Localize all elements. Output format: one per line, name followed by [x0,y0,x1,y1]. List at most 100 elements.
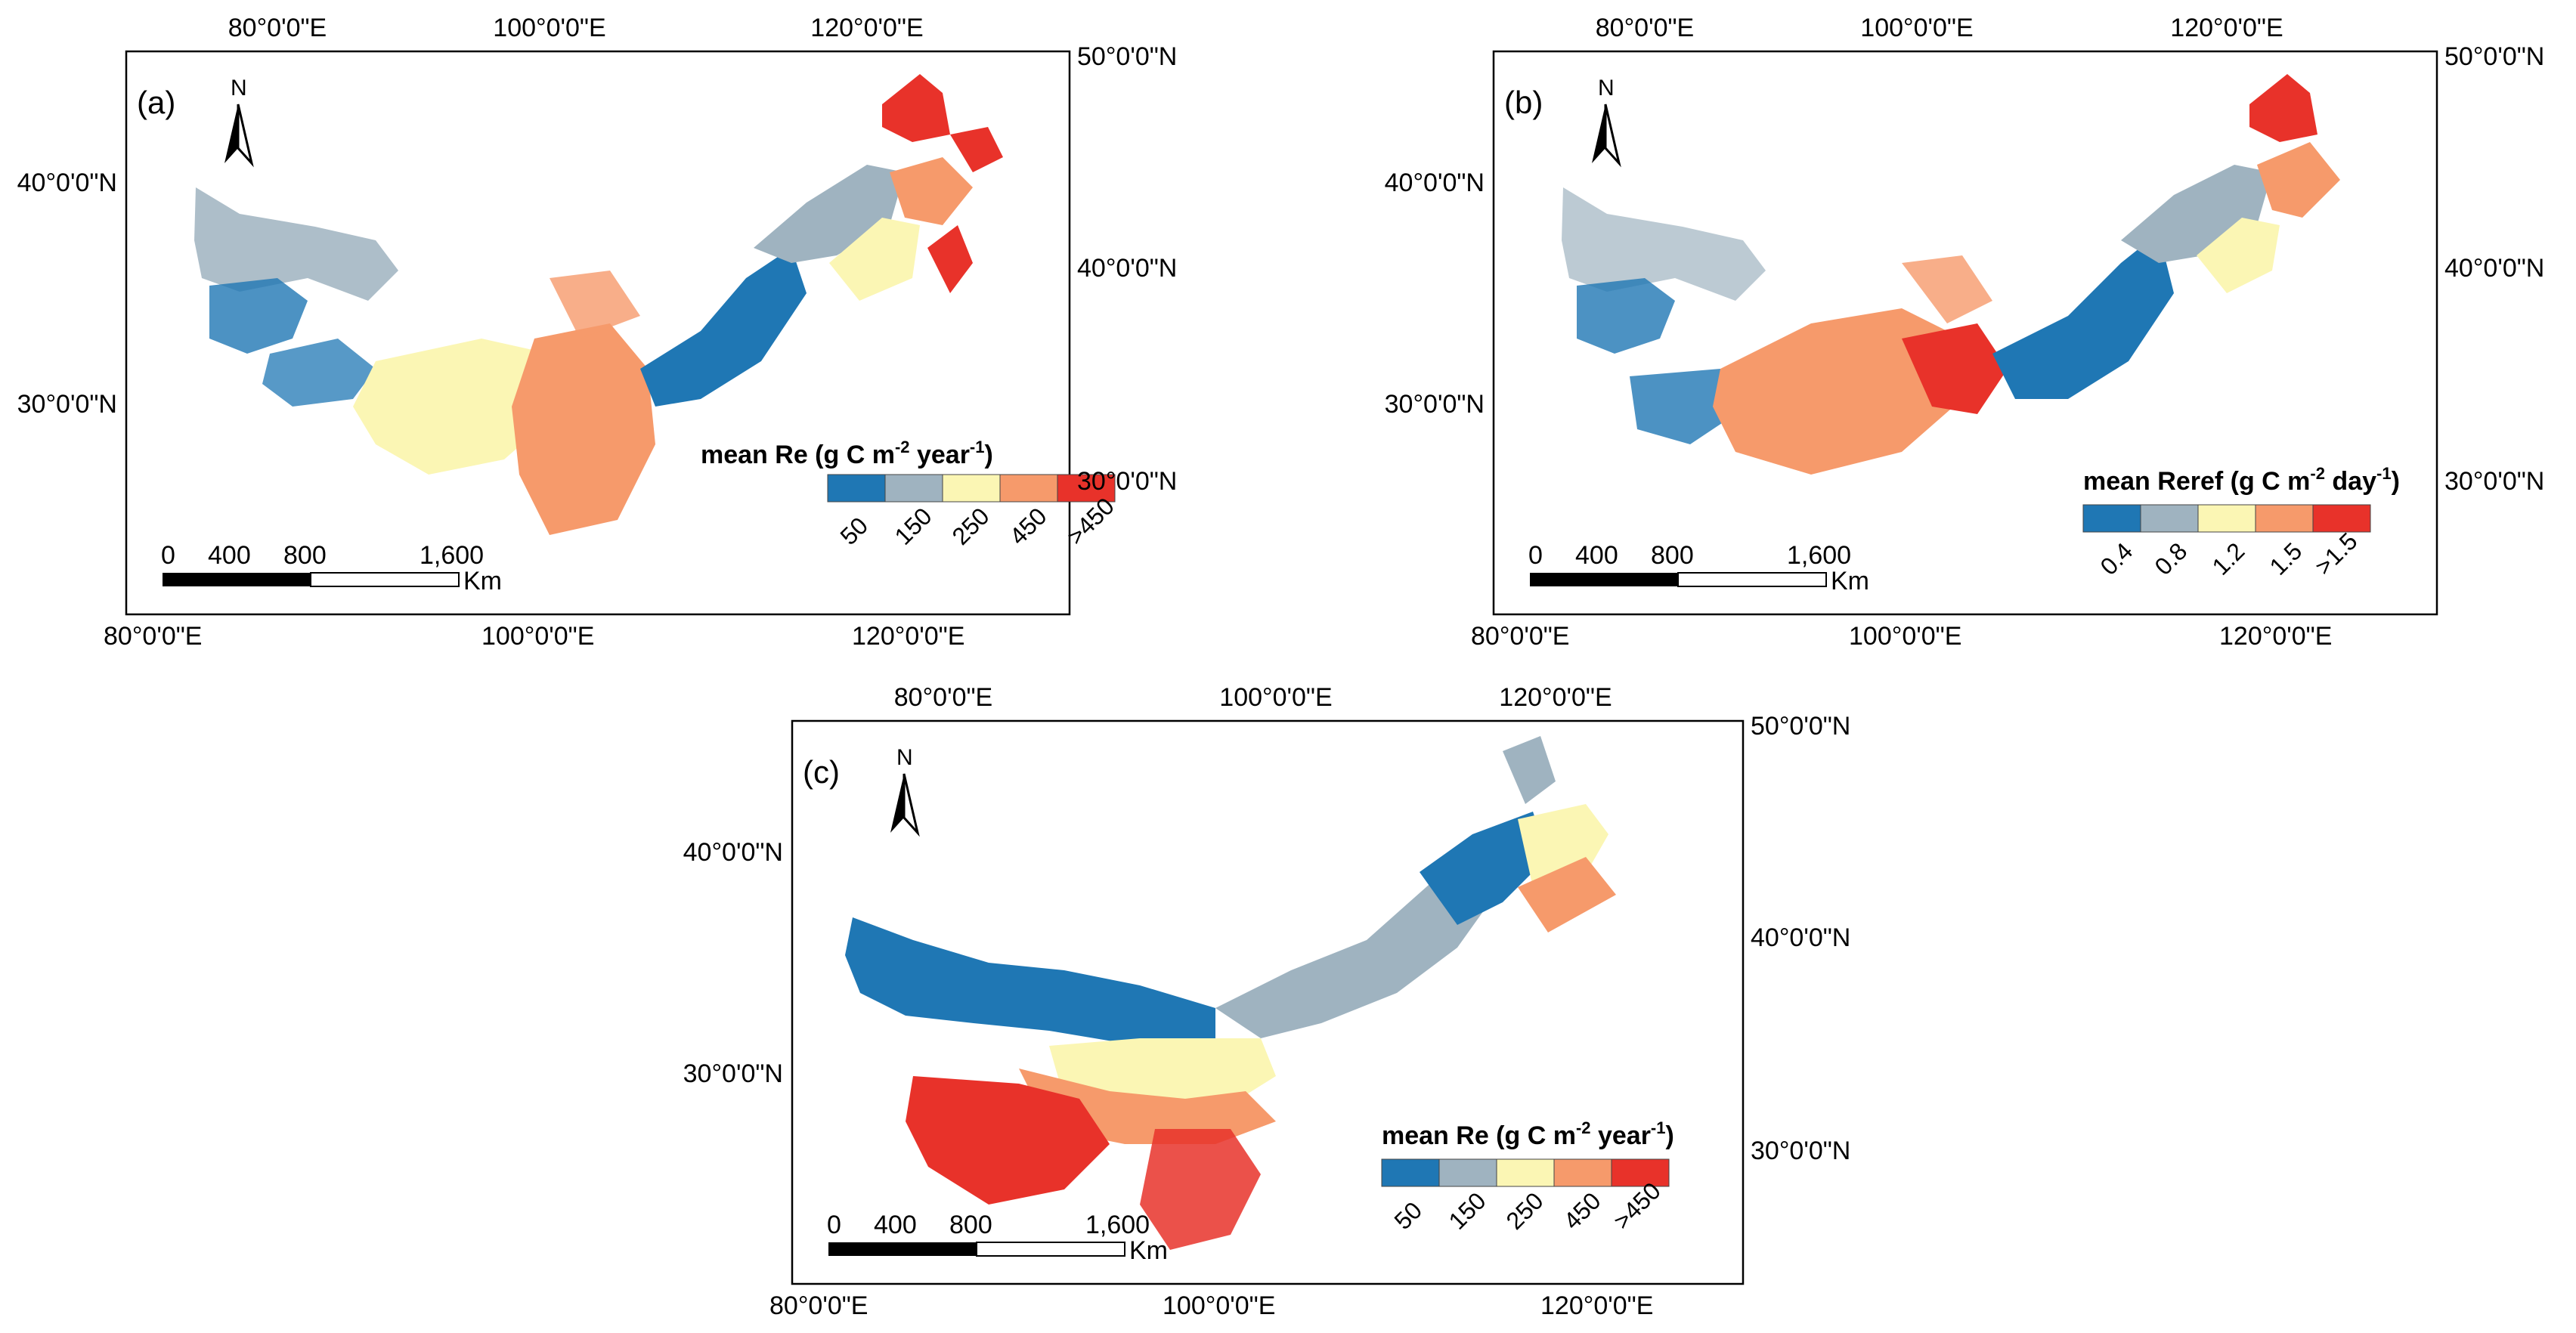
panel-c-region-ne-grey [1503,736,1556,804]
panel-b-scale-white [1677,572,1827,587]
panel-b-scale-tick-0: 0 [1528,541,1543,570]
panel-c-scale-bar: 0 400 800 1,600 Km [827,1211,1168,1265]
panel-a-region-east-blue [640,248,807,407]
panel-c-right-tick-1: 50°0'0"N [1751,712,1850,741]
panel-a-region-top-red [882,74,950,142]
panel-a-scale-tick-1: 400 [208,541,251,570]
panel-c-right-tick-3: 30°0'0"N [1751,1137,1850,1165]
panel-c-region-grey [1215,842,1495,1038]
panel-c-legend: mean Re (g C m-2 year-1) 50 150 250 450 … [1381,1118,1674,1235]
panel-b-north-label: N [1598,76,1615,101]
panel-c-scale-unit: Km [1129,1236,1168,1265]
panel-a-region-ne-orange [890,157,973,225]
panel-b-region-orange [1713,308,1962,475]
panel-c-left-tick-1: 40°0'0"N [683,838,783,867]
panel-b-legend-title: mean Reref (g C m-2 day-1) [2083,464,2400,496]
panel-c-scale-black [828,1242,977,1256]
panel-a-right-tick-2: 40°0'0"N [1077,254,1177,283]
panel-c-scale-tick-1: 400 [874,1211,917,1239]
panel-b-left-tick-2: 30°0'0"N [1385,390,1485,419]
panel-c-label: (c) [803,754,840,790]
panel-a-legend: mean Re (g C m-2 year-1) 50 150 250 450 … [701,438,1119,550]
panel-c-scale-tick-0: 0 [827,1211,841,1239]
panel-b-region-red [1902,323,2008,414]
panel-c-bottom-tick-2: 100°0'0"E [1163,1291,1275,1320]
panel-c-scale-tick-2: 800 [949,1211,992,1239]
panel-a-scale-tick-0: 0 [161,541,175,570]
panel-a-legend-swatch-3 [942,474,1001,503]
panel-a-top-tick-2: 100°0'0"E [493,14,605,42]
panel-b-region-top-red [2249,74,2317,142]
panel-c-top-tick-2: 100°0'0"E [1219,683,1332,712]
panel-a-scale-tick-2: 800 [283,541,327,570]
panel-b-region-west [1562,187,1766,301]
panel-c-region-ne-orange [1518,857,1616,932]
panel-a-bottom-tick-1: 80°0'0"E [104,622,202,651]
panel-b-scale-bar: 0 400 800 1,600 Km [1528,541,1869,595]
panel-c-left-tick-2: 30°0'0"N [683,1059,783,1088]
panel-a-scale-tick-3: 1,600 [420,541,484,570]
panel-a-top-tick-1: 80°0'0"E [228,14,327,42]
panel-b-scale-black [1530,573,1678,586]
panel-a-left-tick-2: 30°0'0"N [17,390,117,419]
panel-b: (b) N mean Reref (g C m-2 day-1) 0.4 0.8… [1385,14,2545,651]
panel-a-left-tick-1: 40°0'0"N [17,169,117,197]
panel-a-label: (a) [137,85,175,120]
panel-b-region-west-blue [1577,278,1675,354]
panel-b-region-orange-2 [1902,255,1992,323]
panel-b-top-tick-1: 80°0'0"E [1596,14,1694,42]
panel-a-scale-white [310,572,460,587]
panel-b-scale-tick-3: 1,600 [1787,541,1851,570]
panel-a-region-yellow [353,339,565,475]
panel-c-legend-swatch-2 [1438,1158,1497,1187]
panel-b-right-tick-1: 50°0'0"N [2444,42,2544,71]
panel-b-right-tick-3: 30°0'0"N [2444,467,2544,496]
panel-c-region-red-2 [1140,1129,1261,1250]
panel-b-legend-swatch-2 [2140,504,2199,533]
panel-a-region-orange-2 [550,271,640,339]
panel-b-top-tick-3: 120°0'0"E [2170,14,2283,42]
panel-a-legend-swatch-4 [999,474,1058,503]
panel-c-region-north-blue [845,917,1215,1046]
panel-b-top-tick-2: 100°0'0"E [1860,14,1973,42]
panel-a-region-south-blue [262,339,376,407]
panel-b-region-ne-orange [2257,142,2340,218]
panel-a-legend-swatch-5 [1057,474,1116,503]
panel-b-scale-unit: Km [1831,567,1869,595]
panel-b-legend-swatch-5 [2312,504,2371,533]
panel-b-legend-swatch-4 [2255,504,2314,533]
panel-c-legend-swatch-1 [1381,1158,1440,1187]
panel-c-legend-swatch-3 [1496,1158,1555,1187]
panel-b-region-ne-grey [2121,165,2272,263]
panel-b-legend-swatch-3 [2197,504,2256,533]
panel-c-north-label: N [896,745,913,770]
panel-a-top-tick-3: 120°0'0"E [810,14,923,42]
panel-b-scale-tick-2: 800 [1651,541,1694,570]
panel-c-top-tick-3: 120°0'0"E [1499,683,1612,712]
panel-a-bottom-tick-3: 120°0'0"E [852,622,964,651]
panel-a: (a) N mean Re (g C m-2 year-1) 50 150 25… [17,14,1178,651]
panel-c-map [845,736,1616,1250]
panel-c-legend-title: mean Re (g C m-2 year-1) [1382,1118,1674,1150]
panel-b-bottom-tick-2: 100°0'0"E [1849,622,1961,651]
panel-c-legend-swatch-4 [1553,1158,1612,1187]
panel-a-region-ne-grey [754,165,905,263]
panel-b-scale-tick-1: 400 [1575,541,1618,570]
panel-b-map [1562,74,2340,475]
panel-b-legend-swatch-1 [2082,504,2141,533]
panel-a-region-orange [512,323,655,535]
panel-c-legend-swatch-5 [1611,1158,1670,1187]
panel-a-region-ne-red [927,225,973,293]
panel-c-bottom-tick-1: 80°0'0"E [769,1291,868,1320]
panel-c-region-red [906,1076,1110,1205]
panel-b-region-ne-yellow [2197,218,2280,293]
panel-c-right-tick-2: 40°0'0"N [1751,923,1850,952]
panel-a-region-west [194,187,398,301]
panel-a-map [194,74,1003,535]
panel-c-top-tick-1: 80°0'0"E [894,683,992,712]
panel-b-bottom-tick-3: 120°0'0"E [2219,622,2332,651]
panel-a-scale-bar: 0 400 800 1,600 Km [161,541,502,595]
panel-a-region-west-blue [209,278,308,354]
panel-a-right-tick-1: 50°0'0"N [1077,42,1177,71]
